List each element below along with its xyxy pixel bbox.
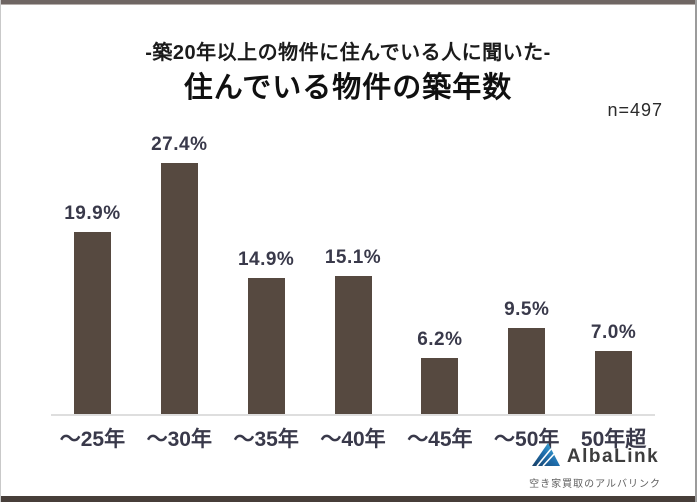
bar-column: 14.9% <box>223 125 310 415</box>
category-row: ～25年 ～30年 ～35年 ～40年 ～45年 ～50年 50年超 <box>49 423 657 453</box>
bar-column: 27.4% <box>136 125 223 415</box>
bar <box>247 278 285 415</box>
x-axis-line <box>51 414 655 416</box>
bar-value-label: 9.5% <box>504 299 550 320</box>
bar-value-label: 27.4% <box>151 134 208 155</box>
bar-column: 7.0% <box>570 125 657 415</box>
albalink-logo: AlbaLink 空き家買取のアルバリンク <box>529 441 661 490</box>
bar <box>595 351 633 415</box>
bar-value-label: 15.1% <box>324 247 382 268</box>
bars-row: 19.9% 27.4% 14.9% 15.1% 6.2% 9.5% 7.0% <box>49 125 657 415</box>
bar-column: 9.5% <box>483 125 570 415</box>
bar-column: 15.1% <box>310 125 397 415</box>
bar <box>160 163 198 415</box>
bar <box>73 232 111 415</box>
bar <box>508 328 546 415</box>
bar-value-label: 14.9% <box>237 249 295 270</box>
bottom-border-bar <box>1 496 695 502</box>
category-label: ～30年 <box>146 428 212 451</box>
bar-value-label: 6.2% <box>417 329 463 350</box>
category-label: ～25年 <box>59 428 126 451</box>
category-label: ～35年 <box>233 428 299 451</box>
bar-value-label: 7.0% <box>590 322 637 343</box>
category-label: ～50年 <box>494 428 560 451</box>
chart-subtitle: -築20年以上の物件に住んでいる人に聞いた- <box>145 42 551 64</box>
bar <box>334 276 372 415</box>
bar-value-label: 19.9% <box>64 203 121 224</box>
bar-column: 19.9% <box>49 125 136 415</box>
category-label: 50年超 <box>580 428 647 451</box>
category-label: ～45年 <box>407 428 473 451</box>
bar <box>421 358 459 415</box>
logo-tagline: 空き家買取のアルバリンク <box>529 479 661 490</box>
category-label: ～40年 <box>320 428 386 451</box>
top-border-bar <box>1 0 695 5</box>
logo-wordmark: AlbaLink <box>566 445 660 467</box>
chart-title: 住んでいる物件の築年数 <box>183 72 513 104</box>
logo-row: AlbaLink <box>531 441 659 472</box>
albalink-mountain-icon <box>531 441 561 472</box>
bar-column: 6.2% <box>396 125 483 415</box>
sample-size-label: n=497 <box>607 100 663 120</box>
